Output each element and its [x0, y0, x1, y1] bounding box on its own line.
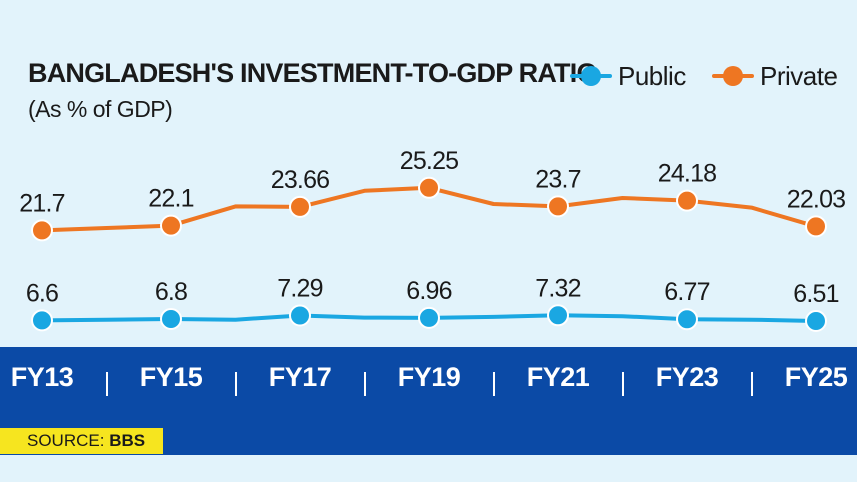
private-data-label-fy13: 21.7 — [19, 189, 64, 217]
public-data-label-fy15: 6.8 — [155, 278, 187, 306]
legend-private: Private — [710, 60, 838, 92]
public-point-fy17 — [289, 304, 311, 327]
private-point-fy17 — [289, 195, 311, 218]
private-point-fy15 — [160, 214, 182, 237]
private-data-label-fy25: 22.03 — [787, 185, 846, 213]
source-prefix: SOURCE: — [27, 431, 110, 450]
private-data-label-fy19: 25.25 — [400, 147, 459, 175]
private-data-label-fy15: 22.1 — [148, 185, 193, 213]
x-axis-labels: FY13 FY15 FY17 FY19 FY21 FY23 FY25 — [0, 362, 857, 406]
line-chart-plot: 6.6 6.8 7.29 6.96 7.32 6.77 6.51 21.7 22.1 23.66 2… — [19, 147, 846, 332]
x-tick-label-fy21: FY21 — [526, 362, 590, 392]
x-tick-separator — [234, 372, 237, 396]
public-point-fy21 — [547, 304, 569, 327]
x-tick-label-fy25: FY25 — [784, 362, 848, 392]
public-data-label-fy21: 7.32 — [535, 274, 580, 302]
public-data-label-fy17: 7.29 — [277, 275, 322, 303]
source-name: BBS — [109, 431, 146, 450]
private-point-fy21 — [547, 195, 569, 218]
private-point-fy19 — [418, 176, 440, 199]
public-legend-marker — [568, 65, 614, 87]
x-tick-label-fy19: FY19 — [397, 362, 461, 392]
x-tick-label-fy15: FY15 — [139, 362, 203, 392]
public-data-label-fy19: 6.96 — [406, 277, 451, 305]
private-data-label-fy17: 23.66 — [271, 166, 330, 194]
private-point-fy25 — [805, 215, 827, 238]
legend-private-label: Private — [760, 60, 838, 91]
private-point-fy23 — [676, 189, 698, 212]
private-legend-marker — [710, 65, 756, 87]
public-data-label-fy25: 6.51 — [793, 280, 838, 308]
x-tick-separator — [621, 372, 624, 396]
x-tick-separator — [363, 372, 366, 396]
chart-title: BANGLADESH'S INVESTMENT-TO-GDP RATIO — [28, 58, 597, 88]
x-tick-label-fy17: FY17 — [268, 362, 332, 392]
private-data-label-fy21: 23.7 — [535, 165, 580, 193]
legend-public: Public — [568, 60, 686, 92]
public-data-label-fy13: 6.6 — [26, 279, 58, 307]
legend-public-label: Public — [618, 60, 686, 91]
public-point-fy25 — [805, 310, 827, 332]
private-point-fy13 — [31, 219, 53, 242]
x-tick-separator — [492, 372, 495, 396]
public-data-label-fy23: 6.77 — [664, 278, 709, 306]
x-tick-separator — [750, 372, 753, 396]
x-tick-label-fy13: FY13 — [10, 362, 74, 392]
x-tick-label-fy23: FY23 — [655, 362, 719, 392]
public-point-fy13 — [31, 309, 53, 332]
private-data-label-fy23: 24.18 — [658, 160, 717, 188]
public-point-fy15 — [160, 308, 182, 330]
chart-subtitle: (As % of GDP) — [28, 96, 173, 122]
public-point-fy19 — [418, 306, 440, 329]
source-badge: SOURCE: BBS — [0, 428, 164, 454]
public-point-fy23 — [676, 308, 698, 331]
x-tick-separator — [105, 372, 108, 396]
